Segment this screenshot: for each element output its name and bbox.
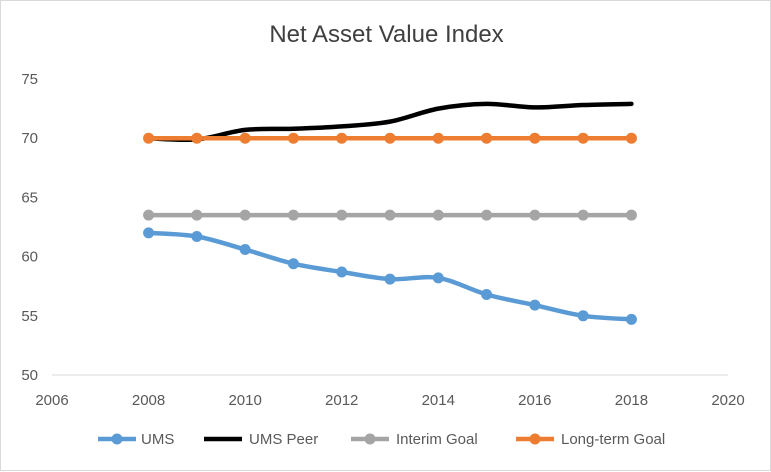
- y-axis-ticks: 50 55 60 65 70 75: [21, 71, 38, 384]
- point-interim-goal-2014: [432, 209, 444, 221]
- point-interim-goal-2015: [481, 209, 493, 221]
- point-long-term-goal-2017: [577, 132, 589, 144]
- point-ums-2018: [625, 313, 637, 325]
- legend-label-ums: UMS: [141, 431, 174, 448]
- point-ums-2011: [287, 258, 299, 270]
- x-tick-label-2008: 2008: [132, 392, 165, 409]
- legend-item-ums-peer: UMS Peer: [204, 431, 318, 448]
- point-ums-2015: [481, 288, 493, 300]
- legend-marker-long-term-goal: [529, 433, 541, 445]
- point-interim-goal-2010: [239, 209, 251, 221]
- series-ums: [143, 227, 637, 325]
- y-tick-label-70: 70: [21, 130, 38, 147]
- x-tick-label-2018: 2018: [615, 392, 648, 409]
- x-tick-label-2020: 2020: [711, 392, 744, 409]
- point-long-term-goal-2011: [287, 132, 299, 144]
- point-ums-2010: [239, 243, 251, 255]
- point-ums-2017: [577, 310, 589, 322]
- x-axis-ticks: 2006 2008 2010 2012 2014 2016 2018 2020: [35, 392, 744, 409]
- point-interim-goal-2008: [143, 209, 155, 221]
- legend-label-ums-peer: UMS Peer: [249, 431, 318, 448]
- point-ums-2009: [191, 230, 203, 242]
- legend-item-long-term-goal: Long-term Goal: [516, 431, 665, 448]
- x-tick-label-2006: 2006: [35, 392, 68, 409]
- point-long-term-goal-2010: [239, 132, 251, 144]
- point-interim-goal-2009: [191, 209, 203, 221]
- legend-marker-ums: [111, 433, 123, 445]
- point-long-term-goal-2016: [529, 132, 541, 144]
- series-lines: [143, 101, 637, 325]
- series-long-term-goal: [143, 132, 637, 144]
- y-tick-label-75: 75: [21, 71, 38, 88]
- point-interim-goal-2017: [577, 209, 589, 221]
- point-ums-2016: [529, 299, 541, 311]
- y-tick-label-55: 55: [21, 308, 38, 325]
- legend-label-interim-goal: Interim Goal: [396, 431, 478, 448]
- legend-label-long-term-goal: Long-term Goal: [561, 431, 665, 448]
- legend-item-ums: UMS: [98, 431, 174, 448]
- point-interim-goal-2016: [529, 209, 541, 221]
- point-interim-goal-2011: [287, 209, 299, 221]
- point-ums-2008: [143, 227, 155, 239]
- point-ums-2013: [384, 273, 396, 285]
- legend: UMS UMS Peer Interim Goal Long-term Goal: [98, 431, 665, 448]
- series-interim-goal: [143, 209, 637, 221]
- point-interim-goal-2012: [336, 209, 348, 221]
- x-tick-label-2010: 2010: [228, 392, 261, 409]
- x-tick-label-2014: 2014: [422, 392, 455, 409]
- point-long-term-goal-2018: [625, 132, 637, 144]
- legend-marker-interim-goal: [364, 433, 376, 445]
- point-long-term-goal-2009: [191, 132, 203, 144]
- y-tick-label-50: 50: [21, 367, 38, 384]
- point-long-term-goal-2013: [384, 132, 396, 144]
- point-ums-2014: [432, 272, 444, 284]
- x-tick-label-2012: 2012: [325, 392, 358, 409]
- series-line-ums-peer: [146, 101, 634, 143]
- legend-item-interim-goal: Interim Goal: [351, 431, 478, 448]
- y-tick-label-60: 60: [21, 249, 38, 266]
- y-tick-label-65: 65: [21, 189, 38, 206]
- point-long-term-goal-2015: [481, 132, 493, 144]
- point-long-term-goal-2008: [143, 132, 155, 144]
- series-ums-peer: [146, 101, 634, 143]
- point-long-term-goal-2014: [432, 132, 444, 144]
- chart-title: Net Asset Value Index: [269, 21, 504, 48]
- point-interim-goal-2013: [384, 209, 396, 221]
- point-interim-goal-2018: [625, 209, 637, 221]
- x-tick-label-2016: 2016: [518, 392, 551, 409]
- point-long-term-goal-2012: [336, 132, 348, 144]
- point-ums-2012: [336, 266, 348, 278]
